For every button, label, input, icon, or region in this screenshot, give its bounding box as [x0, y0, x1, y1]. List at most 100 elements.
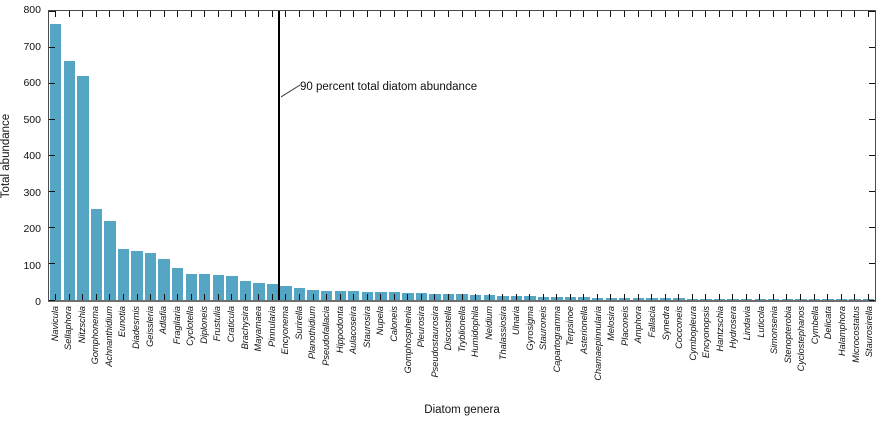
x-tick — [691, 294, 693, 300]
x-tick-label: Geissleria — [144, 306, 155, 347]
x-tick — [623, 294, 625, 300]
x-tick — [786, 11, 788, 17]
x-tick-label: Terpsinoe — [565, 306, 576, 347]
bar-slot — [279, 11, 293, 300]
x-tick-label-slot: Frustulia — [211, 306, 225, 400]
x-tick-label: Surirella — [293, 306, 304, 340]
x-tick — [502, 11, 504, 17]
x-tick — [827, 294, 829, 300]
x-tick — [759, 294, 761, 300]
bar-slot — [415, 11, 429, 300]
x-tick-label-slot: Diadesmis — [129, 306, 143, 400]
x-tick-label: Capartogramma — [551, 306, 562, 373]
x-tick-label: Lindavia — [741, 306, 752, 341]
bar-slot — [672, 11, 686, 300]
x-tick — [271, 11, 273, 17]
x-tick — [502, 294, 504, 300]
x-tick-label: Cyclotella — [185, 306, 196, 346]
x-tick-label-slot: Stauroneis — [537, 306, 551, 400]
x-tick-label: Aulacoseira — [348, 306, 359, 355]
x-tick — [596, 11, 598, 17]
x-tick-label: Craticula — [226, 306, 237, 343]
x-tick — [109, 11, 111, 17]
x-tick-label-slot: Staurosirella — [863, 306, 877, 400]
x-tick-label-slot: Nupela — [374, 306, 388, 400]
y-tick — [49, 46, 55, 48]
x-tick — [136, 294, 138, 300]
x-tick-label: Mayamaea — [253, 306, 264, 352]
x-tick — [68, 294, 70, 300]
x-tick-label-slot: Halamphora — [836, 306, 850, 400]
x-tick — [637, 294, 639, 300]
x-tick-label: Synedra — [660, 306, 671, 341]
x-tick-label-slot: Diploneis — [197, 306, 211, 400]
bar-slot — [767, 11, 781, 300]
x-tick-label: Gomphosphenia — [402, 306, 413, 374]
y-tick-label: 700 — [23, 40, 41, 53]
x-tick-label: Simonsenia — [769, 306, 780, 355]
x-tick-label: Chamaepinnularia — [592, 306, 603, 381]
bar-slot — [686, 11, 700, 300]
x-tick — [380, 294, 382, 300]
x-tick-label: Pleurosira — [416, 306, 427, 348]
bar-adlafia — [158, 259, 170, 300]
x-tick — [840, 294, 842, 300]
bar-slot — [659, 11, 673, 300]
x-tick — [583, 11, 585, 17]
bar-slot — [306, 11, 320, 300]
x-tick-label: Diploneis — [198, 306, 209, 344]
x-tick — [705, 294, 707, 300]
x-tick-label-slot: Aulacoseira — [347, 306, 361, 400]
x-tick-label-slot: Pinnularia — [265, 306, 279, 400]
bar-slot — [252, 11, 266, 300]
x-tick — [380, 11, 382, 17]
x-tick — [136, 11, 138, 17]
x-tick-label-slot: Pleurosira — [415, 306, 429, 400]
x-tick-label-slot: Delicata — [822, 306, 836, 400]
x-tick — [461, 294, 463, 300]
x-tick-label-slot: Caloneis — [387, 306, 401, 400]
x-tick-label: Nitzschia — [76, 306, 87, 344]
y-tick — [869, 263, 875, 265]
bar-slot — [632, 11, 646, 300]
y-tick — [49, 299, 55, 301]
x-tick — [840, 11, 842, 17]
bar-slot — [361, 11, 375, 300]
x-tick — [623, 11, 625, 17]
x-tick-label: Delicata — [823, 306, 834, 340]
x-tick-label: Luticola — [755, 306, 766, 338]
bar-slot — [469, 11, 483, 300]
x-tick-label: Asterionella — [579, 306, 590, 355]
bar-slot — [808, 11, 822, 300]
x-tick — [163, 11, 165, 17]
bar-slot — [428, 11, 442, 300]
y-tick-label: 200 — [23, 223, 41, 235]
bar-slot — [49, 11, 63, 300]
x-tick-label-slot: Planothidium — [306, 306, 320, 400]
x-tick-label: Frustulia — [212, 306, 223, 342]
x-tick-label: Brachysira — [239, 306, 250, 350]
x-tick — [244, 294, 246, 300]
bar-slot — [577, 11, 591, 300]
x-tick — [312, 294, 314, 300]
bar-slot — [212, 11, 226, 300]
bars — [49, 11, 875, 300]
x-tick — [258, 294, 260, 300]
x-tick — [813, 11, 815, 17]
x-tick-label: Amphora — [633, 306, 644, 344]
bar-mayamaea — [253, 282, 265, 300]
bar-frustulia — [212, 275, 225, 300]
x-tick — [745, 11, 747, 17]
x-tick-label-slot: Lindavia — [740, 306, 754, 400]
bar-slot — [320, 11, 334, 300]
y-tick — [49, 263, 55, 265]
x-tick-label: Encyonopsis — [701, 306, 712, 359]
y-tick — [869, 46, 875, 48]
y-tick-label: 500 — [23, 113, 41, 126]
x-tick-label: Pinnularia — [266, 306, 277, 347]
x-tick — [556, 11, 558, 17]
bar-slot — [537, 11, 551, 300]
x-tick — [285, 11, 287, 17]
plot-area: 90 percent total diatom abundance — [48, 10, 876, 302]
x-tick — [759, 11, 761, 17]
